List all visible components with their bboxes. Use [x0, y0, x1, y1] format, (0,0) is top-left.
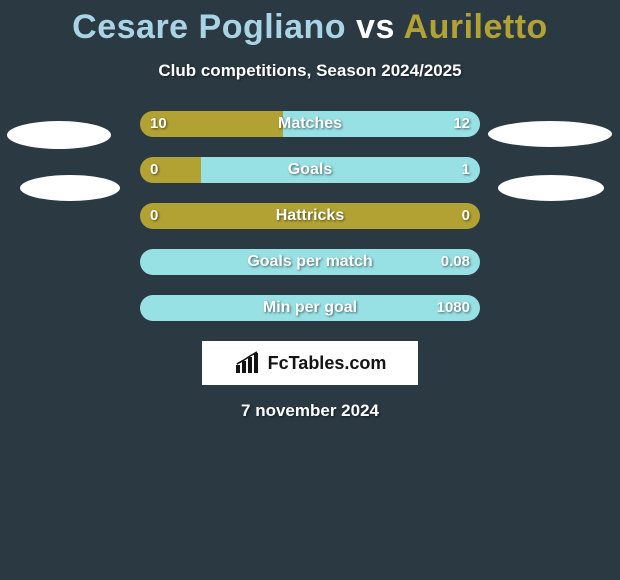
subtitle: Club competitions, Season 2024/2025 [0, 61, 620, 81]
stat-label: Matches [140, 111, 480, 137]
stat-value-right: 1080 [437, 295, 470, 321]
stat-value-right: 0.08 [441, 249, 470, 275]
decorative-ellipse [20, 175, 120, 201]
stat-label: Min per goal [140, 295, 480, 321]
stat-value-right: 1 [462, 157, 470, 183]
stat-value-left: 10 [150, 111, 167, 137]
body-area: Matches1012Goals01Hattricks00Goals per m… [0, 111, 620, 421]
title-player2: Auriletto [404, 8, 548, 46]
page-root: Cesare Pogliano vs Auriletto Club compet… [0, 0, 620, 580]
title-vs: vs [356, 8, 395, 46]
logo-text: FcTables.com [268, 353, 387, 374]
decorative-ellipse [488, 121, 612, 147]
title-player1: Cesare Pogliano [72, 8, 346, 46]
stat-value-right: 0 [462, 203, 470, 229]
stat-row: Goals0 1 [140, 157, 480, 183]
stat-label: Goals [140, 157, 480, 183]
stat-row: Min per goal1080 [140, 295, 480, 321]
stat-value-left: 0 [150, 203, 158, 229]
stat-row: Goals per match0.08 [140, 249, 480, 275]
stat-label: Goals per match [140, 249, 480, 275]
stat-row: Matches10 12 [140, 111, 480, 137]
date-line: 7 november 2024 [0, 401, 620, 421]
logo-inner: FcTables.com [234, 351, 387, 375]
stat-value-right: 12 [453, 111, 470, 137]
decorative-ellipse [7, 121, 111, 149]
stat-row: Hattricks0 0 [140, 203, 480, 229]
decorative-ellipse [498, 175, 604, 201]
chart-bars-icon [234, 351, 264, 375]
page-title: Cesare Pogliano vs Auriletto [0, 0, 620, 47]
stat-value-left: 0 [150, 157, 158, 183]
stats-chart: Matches1012Goals01Hattricks00Goals per m… [140, 111, 480, 321]
logo-box: FcTables.com [202, 341, 418, 385]
stat-label: Hattricks [140, 203, 480, 229]
